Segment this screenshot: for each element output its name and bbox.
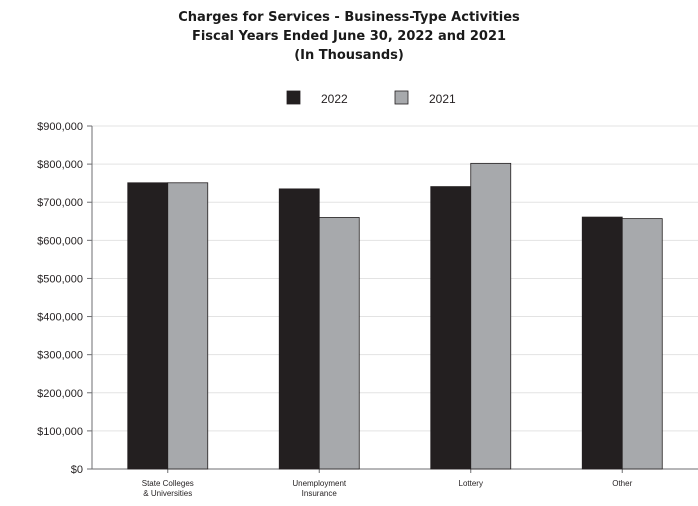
legend-label-2021: 2021 — [429, 92, 456, 106]
x-tick-label: Other — [612, 479, 632, 488]
bar-2022-1 — [278, 188, 320, 470]
x-tick-label: Lottery — [459, 479, 483, 488]
x-tick-labels: State Colleges& Universities Unemployment… — [142, 479, 633, 498]
bar-2022-2 — [430, 186, 472, 470]
y-tick-label: $600,000 — [37, 235, 83, 247]
bar-2022-0 — [127, 182, 169, 470]
chart-title-line-2: Fiscal Years Ended June 30, 2022 and 202… — [191, 29, 507, 44]
x-tick-label: State Colleges — [142, 479, 194, 488]
chart-title: Charges for Services - Business-Type Act… — [0, 8, 698, 65]
bar-2022-3 — [581, 216, 623, 470]
y-tick-label: $300,000 — [37, 350, 83, 362]
bar-2021-3 — [621, 218, 663, 470]
bars — [127, 162, 663, 470]
x-tick-label: & Universities — [143, 489, 192, 498]
y-tick-label: $500,000 — [37, 273, 83, 285]
legend-swatch-2022 — [286, 90, 301, 105]
chart-title-line-3: (In Thousands) — [294, 48, 404, 63]
chart-title-line-1: Charges for Services - Business-Type Act… — [178, 10, 520, 25]
legend: 2022 2021 — [286, 90, 456, 106]
y-tick-label: $200,000 — [37, 388, 83, 400]
legend-label-2022: 2022 — [321, 92, 348, 106]
bar-2021-1 — [318, 217, 360, 470]
bar-2021-2 — [470, 162, 512, 470]
legend-swatch-2021 — [394, 90, 409, 105]
x-tick-label: Insurance — [302, 489, 338, 498]
y-tick-label: $700,000 — [37, 197, 83, 209]
y-tick-label: $0 — [71, 464, 83, 476]
y-tick-label: $800,000 — [37, 159, 83, 171]
y-tick-label: $900,000 — [37, 121, 83, 133]
y-tick-labels: $0 $100,000 $200,000 $300,000 $400,000 $500,0… — [37, 121, 83, 476]
bar-2021-0 — [167, 182, 209, 470]
y-tick-label: $400,000 — [37, 312, 83, 324]
y-tick-label: $100,000 — [37, 426, 83, 438]
x-tick-label: Unemployment — [292, 479, 347, 488]
